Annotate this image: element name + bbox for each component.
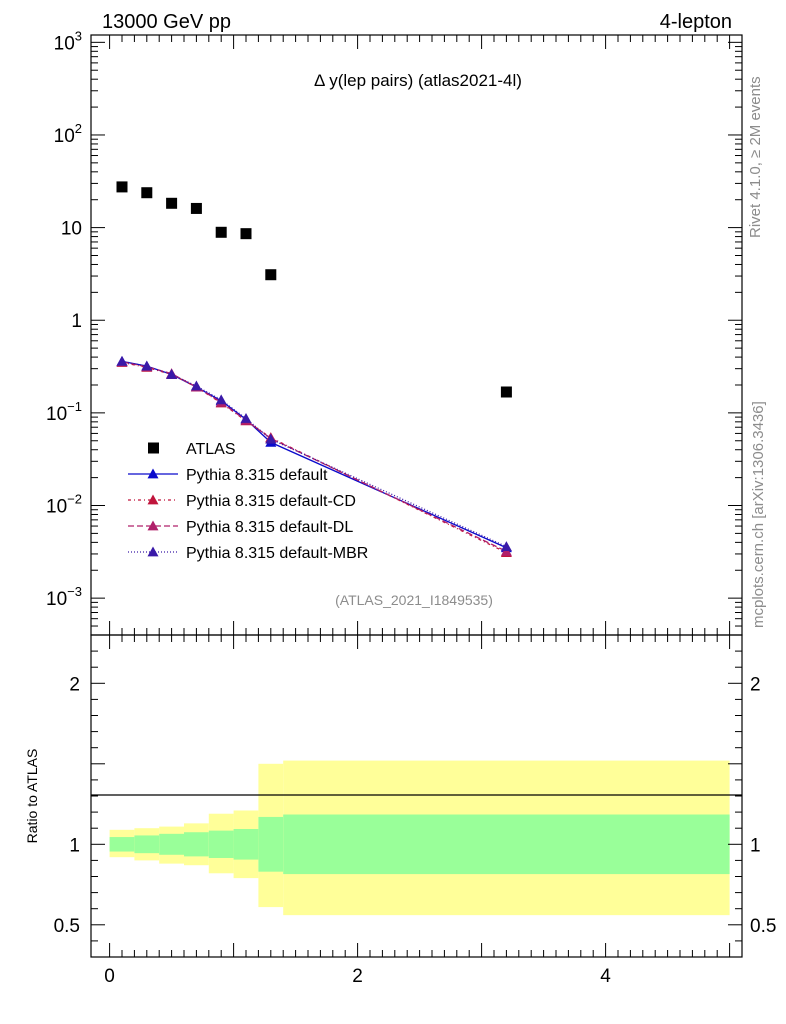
ratio-y-tick-label-right: 1 <box>750 835 761 856</box>
atlas-data-point <box>166 197 178 209</box>
analysis-watermark: (ATLAS_2021_I1849535) <box>335 592 493 608</box>
legend-label-series-1: Pythia 8.315 default-CD <box>186 493 356 510</box>
y-tick-label: 10−3 <box>46 584 82 610</box>
legend: ATLAS Pythia 8.315 default Pythia 8.315 de… <box>128 441 368 562</box>
mc-point <box>116 355 128 366</box>
atlas-data-point <box>116 181 128 193</box>
mc-point <box>500 541 512 552</box>
ratio-y-tick-label-left: 2 <box>69 674 80 695</box>
atlas-data-point <box>265 269 277 281</box>
atlas-data-point <box>215 226 227 238</box>
legend-marker <box>147 468 159 479</box>
atlas-data-point <box>141 187 153 199</box>
atlas-data-points <box>116 181 512 398</box>
green-band-bin <box>258 816 284 872</box>
legend-label-series-0: Pythia 8.315 default <box>186 467 328 484</box>
mc-point <box>265 433 277 444</box>
ratio-y-tick-label-left: 1 <box>69 835 80 856</box>
y-tick-label: 102 <box>54 121 82 147</box>
x-tick-label: 2 <box>352 966 363 987</box>
legend-label-atlas: ATLAS <box>186 441 236 458</box>
legend-marker <box>147 494 159 505</box>
mc-point <box>215 394 227 405</box>
mc-point <box>166 368 178 379</box>
mc-point <box>240 412 252 423</box>
y-tick-label: 103 <box>54 28 82 54</box>
green-band-bin <box>109 837 135 852</box>
green-band-bin <box>159 833 184 855</box>
green-band-bin <box>233 829 259 860</box>
y-tick-label: 10−2 <box>46 492 82 518</box>
mc-line-3 <box>121 360 507 548</box>
rivet-version-label: Rivet 4.1.0, ≥ 2M events <box>747 76 764 238</box>
x-tick-label: 4 <box>600 966 611 987</box>
mc-point <box>141 360 153 371</box>
legend-label-series-2: Pythia 8.315 default-DL <box>186 519 353 536</box>
atlas-data-point <box>240 228 252 240</box>
green-band-bin <box>208 830 234 858</box>
ratio-y-tick-label-right: 2 <box>750 674 761 695</box>
mc-series-lines <box>116 355 512 558</box>
ratio-y-tick-label-left: 0.5 <box>54 916 80 937</box>
green-band-bin <box>184 832 209 857</box>
mc-line-2 <box>121 361 507 552</box>
mcplots-label: mcplots.cern.ch [arXiv:1306.3436] <box>750 401 767 628</box>
ratio-uncertainty-bands <box>109 760 730 916</box>
atlas-data-point <box>190 202 202 214</box>
mc-point <box>190 380 202 391</box>
main-x-ticks <box>109 35 731 635</box>
y-tick-label: 10 <box>61 219 82 240</box>
ratio-y-tick-label-right: 0.5 <box>750 916 776 937</box>
chart-title: Δ y(lep pairs) (atlas2021-4l) <box>314 71 522 90</box>
legend-atlas-marker <box>148 442 159 454</box>
x-tick-label: 0 <box>104 966 115 987</box>
header-right-label: 4-lepton <box>660 11 732 33</box>
ratio-x-ticks: 0 2 4 <box>104 635 731 987</box>
ratio-y-ticks: 2 2 1 1 0.5 0.5 <box>54 650 776 942</box>
y-tick-label: 1 <box>71 311 82 332</box>
green-band-bin <box>134 835 160 854</box>
legend-label-series-3: Pythia 8.315 default-MBR <box>186 545 368 562</box>
legend-marker <box>147 546 159 557</box>
legend-marker <box>147 520 159 531</box>
ratio-panel: 2 2 1 1 0.5 0.5 0 2 4 Ratio to ATLAS <box>24 634 776 987</box>
header-left-label: 13000 GeV pp <box>102 11 231 33</box>
atlas-data-point <box>500 386 512 398</box>
y-tick-label: 10−1 <box>46 399 82 425</box>
ratio-y-axis-label: Ratio to ATLAS <box>24 749 40 844</box>
green-band-bin <box>283 814 730 875</box>
